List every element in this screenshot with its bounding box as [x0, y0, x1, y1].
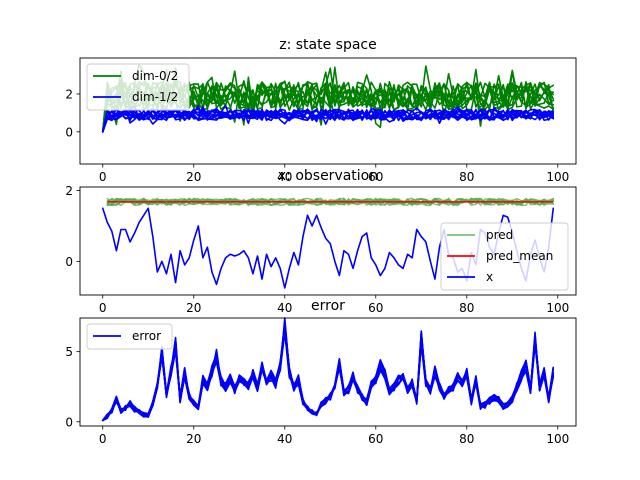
series-line-pred	[106, 197, 554, 207]
y-tick-label: 2	[65, 184, 73, 198]
observation-axes	[79, 186, 577, 296]
y-tick-label: 0	[65, 125, 73, 139]
x-tick-label: 40	[277, 301, 292, 315]
legend-label-x: x	[486, 270, 493, 284]
x-tick-label: 0	[99, 170, 107, 184]
observation-legend: pred pred_mean x	[440, 222, 569, 291]
x-tick-label: 100	[546, 170, 569, 184]
legend-label-error: error	[132, 329, 161, 343]
error-legend-box	[86, 323, 173, 350]
x-tick-label: 0	[99, 432, 107, 446]
x-tick-label: 80	[459, 170, 474, 184]
error-legend: error	[86, 323, 173, 350]
x-tick-label: 20	[186, 432, 201, 446]
x-tick-label: 40	[277, 432, 292, 446]
x-tick-label: 80	[459, 432, 474, 446]
legend-label-dim-0-2: dim-0/2	[132, 69, 178, 83]
observation-title: x: observation	[278, 168, 378, 184]
y-tick-label: 0	[65, 415, 73, 429]
error-ticks: 0 20 40 60 80 100 0 5	[65, 345, 569, 446]
x-tick-label: 40	[277, 170, 292, 184]
error-axes	[79, 317, 577, 427]
state-space-ticks: 0 20 40 60 80 100 0 2	[65, 87, 569, 184]
observation-legend-box	[440, 222, 569, 291]
x-tick-label: 100	[546, 432, 569, 446]
x-tick-label: 60	[368, 301, 383, 315]
state-space-panel: z: state space 0 20 40 60 80 100 0 2 dim-0/2 di…	[65, 37, 577, 184]
error-title: error	[311, 298, 345, 314]
legend-label-pred: pred	[486, 228, 513, 242]
error-lines	[101, 317, 555, 422]
x-tick-label: 60	[368, 432, 383, 446]
y-tick-label: 5	[65, 345, 73, 359]
x-tick-label: 80	[459, 301, 474, 315]
legend-label-dim-1-2: dim-1/2	[132, 90, 178, 104]
state-space-legend: dim-0/2 dim-1/2	[86, 63, 190, 111]
state-space-title: z: state space	[279, 37, 377, 53]
series-line-pred	[106, 197, 554, 207]
x-tick-label: 20	[186, 170, 201, 184]
y-tick-label: 2	[65, 87, 73, 101]
x-tick-label: 0	[99, 301, 107, 315]
x-tick-label: 100	[546, 301, 569, 315]
observation-ticks: 0 20 40 60 80 100 0 2	[65, 184, 569, 315]
x-tick-label: 60	[368, 170, 383, 184]
error-panel: error 0 20 40 60 80 100 0 5 error	[65, 298, 577, 446]
series-line-error	[101, 332, 555, 422]
x-tick-label: 20	[186, 301, 201, 315]
state-space-axes	[79, 57, 577, 165]
observation-panel: x: observation 0 20 40 60 80 100 0 2 pred pred_…	[65, 168, 577, 315]
y-tick-label: 0	[65, 255, 73, 269]
legend-label-pred-mean: pred_mean	[486, 249, 553, 263]
series-line-dim-1-2	[101, 107, 555, 133]
